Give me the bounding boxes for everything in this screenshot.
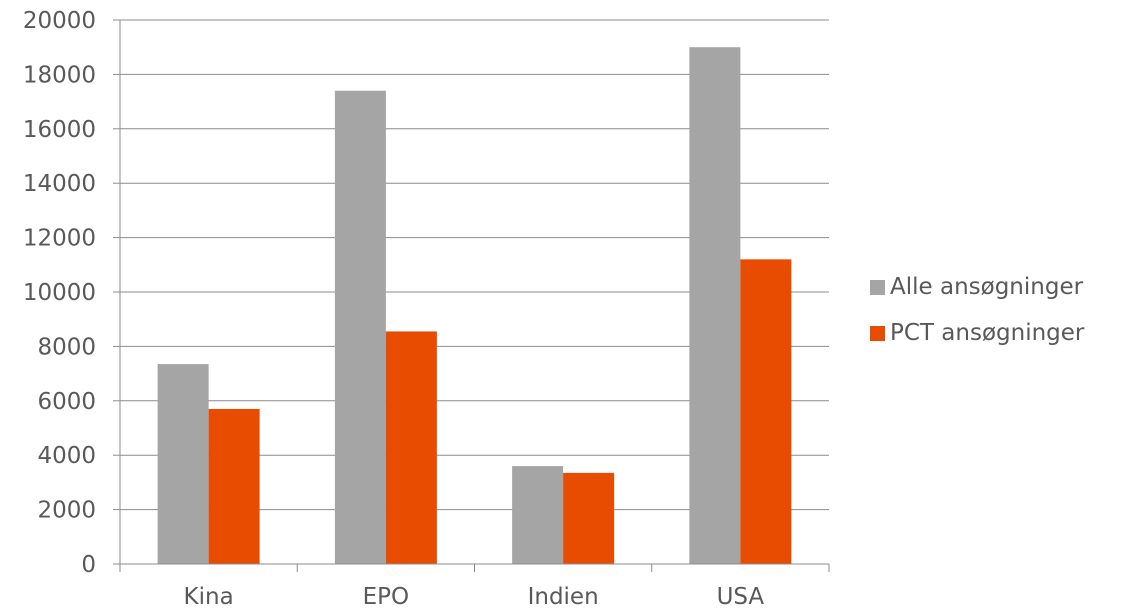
legend-swatch-pct	[870, 326, 885, 341]
bar-indien-pct	[563, 473, 614, 564]
bars	[158, 47, 792, 564]
legend-label-alle: Alle ansøgninger	[890, 274, 1083, 300]
y-tick-label: 10000	[23, 280, 96, 306]
y-tick-label: 14000	[23, 171, 96, 197]
bar-indien-alle	[512, 466, 563, 564]
y-tick-label: 16000	[23, 117, 96, 143]
x-tick-label: USA	[717, 584, 765, 610]
y-tick-label: 6000	[37, 389, 96, 415]
legend-item-pct: PCT ansøgninger	[870, 318, 1084, 348]
y-axis-labels: 0 2000 4000 6000 8000 10000 12000 14000 16000 180…	[23, 8, 96, 578]
bar-kina-alle	[158, 364, 209, 564]
legend-swatch-alle	[870, 280, 885, 295]
bar-epo-alle	[335, 91, 386, 564]
bar-usa-alle	[689, 47, 740, 564]
x-tick-label: Kina	[184, 584, 234, 610]
y-tick-label: 8000	[37, 334, 96, 360]
y-tick-label: 0	[81, 552, 96, 578]
y-tick-label: 12000	[23, 226, 96, 252]
y-tick-label: 2000	[37, 498, 96, 524]
legend-label-pct: PCT ansøgninger	[890, 320, 1084, 346]
bar-kina-pct	[209, 409, 260, 564]
y-tick-label: 4000	[37, 443, 96, 469]
bar-epo-pct	[386, 331, 437, 564]
x-tick-label: EPO	[363, 584, 410, 610]
legend: Alle ansøgninger PCT ansøgninger	[870, 272, 1084, 364]
x-axis-labels: Kina EPO Indien USA	[184, 584, 765, 610]
x-tick-label: Indien	[528, 584, 599, 610]
legend-item-alle: Alle ansøgninger	[870, 272, 1084, 302]
bar-usa-pct	[740, 259, 791, 564]
y-tick-label: 18000	[23, 62, 96, 88]
y-tick-label: 20000	[23, 8, 96, 34]
